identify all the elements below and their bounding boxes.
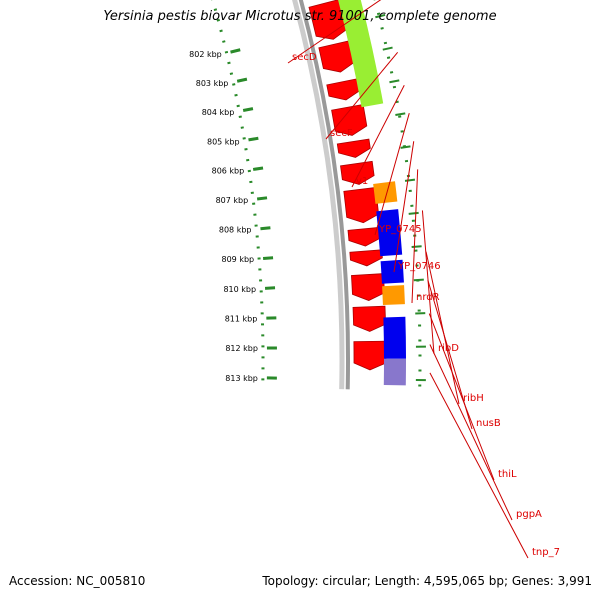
tick-label: 805 kbp [207,137,240,146]
gene-label-nusb: nusB [476,418,501,429]
purple-feature [383,358,407,386]
map-title: Yersinia pestis biovar Microtus str. 910… [103,9,497,24]
gene-label-nrdr: nrdR [416,292,440,303]
feature-track [308,0,407,386]
gene-label-tnp_7: tnp_7 [532,547,560,558]
tick-mark [252,166,264,171]
backbone-line [298,0,350,390]
tick-label: 810 kbp [223,285,256,294]
outer-tick-mark [408,211,419,215]
backbone-shadow [292,0,345,390]
cds-arrow-7 [340,160,375,185]
topology-label: Topology: circular; Length: 4,595,065 bp… [262,574,592,588]
gene-label-layer: secDsecFv1YP_0745YP_0746nrdRribDribHnusB… [287,0,560,559]
cds-arrow-10 [349,249,383,267]
gene-label-secd: secD [292,52,317,63]
tick-label: 807 kbp [216,196,249,205]
tick-label: 803 kbp [196,79,229,88]
tick-mark [264,286,276,290]
outer-tick-mark [413,278,424,282]
gene-label-v1: v1 [356,176,368,187]
tick-mark [242,107,254,112]
outer-tick-mark [395,112,406,116]
tick-track: 802 kbp 803 kbp 804 kbp 805 kbp 806 kbp 807 k… [189,0,426,391]
gene-leader-line [411,169,419,304]
cds-arrow-11 [351,273,385,301]
cds-arrow-4 [326,78,361,101]
tick-mark [262,256,274,260]
tick-label: 813 kbp [225,374,258,383]
outer-tick-mark [411,245,422,249]
gene-label-yp_0746: YP_0746 [397,261,441,272]
gene-leader-line [287,0,382,64]
tick-mark [236,77,248,83]
tick-label: 811 kbp [225,314,258,323]
accession-label: Accession: NC_005810 [9,574,146,588]
green-feature [338,0,384,108]
tick-mark [248,136,259,142]
tick-label: 808 kbp [219,226,252,235]
gene-leader-line [429,372,529,559]
outer-tick-mark [375,13,386,19]
orange-feature-2 [382,285,405,305]
gene-leader-line [429,344,513,521]
gene-label-pgpa: pgpA [516,509,542,520]
cds-arrow-13 [353,340,387,371]
gene-label-secf: secF [330,128,353,139]
gene-label-ribh: ribH [463,393,484,404]
tick-label: 802 kbp [189,50,222,59]
tick-mark [256,196,268,201]
cds-arrow-12 [352,305,386,332]
tick-label: 812 kbp [225,344,258,353]
gene-leader-line [393,141,415,273]
outer-tick-mark [382,46,393,51]
gene-leader-line [374,113,410,236]
tick-label: 809 kbp [222,255,255,264]
tick-mark [230,48,241,54]
gene-leader-line [351,84,405,188]
genome-backbone [292,0,350,390]
outer-tick-mark [404,178,416,182]
blue-feature-3 [383,316,406,359]
blue-feature-2 [380,259,404,284]
cds-arrow-8 [343,187,379,224]
tick-mark [260,226,271,231]
gene-label-yp_0745: YP_0745 [378,224,422,235]
cds-arrow-6 [336,138,371,158]
orange-feature-1 [373,181,398,204]
outer-tick-mark [389,79,400,84]
outer-tick-mark [400,145,411,149]
blue-feature-1 [376,209,403,257]
cds-arrow-5 [331,104,368,136]
tick-label: 804 kbp [202,108,235,117]
gene-leader-line [428,313,495,481]
gene-label-thil: thiL [498,469,517,480]
gene-leader-line [325,51,399,140]
tick-label: 806 kbp [212,167,245,176]
